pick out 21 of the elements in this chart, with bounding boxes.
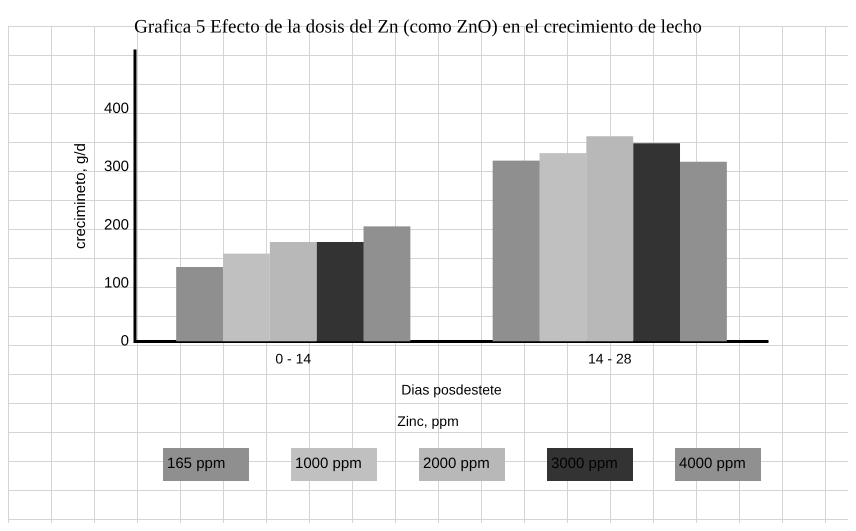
bar xyxy=(364,226,410,342)
y-tick-label: 200 xyxy=(104,216,130,234)
bar xyxy=(492,160,540,342)
bar xyxy=(633,143,680,342)
text: 4000 ppm xyxy=(679,455,746,472)
y-tick-label: 100 xyxy=(104,274,130,292)
y-axis-title: crecimineto, g/d xyxy=(72,143,90,250)
y-tick-label: 0 xyxy=(120,332,130,350)
legend-title: Zinc, ppm xyxy=(396,413,460,429)
chart-title: Grafica 5 Efecto de la dosis del Zn (como ZnO) en el crecimiento de lecho xyxy=(134,16,702,38)
y-tick-label: 300 xyxy=(104,158,130,176)
bar xyxy=(176,267,224,342)
y-tick-label: 400 xyxy=(104,100,130,118)
x-tick-label: 14 - 28 xyxy=(588,350,632,367)
x-axis-title: Dias posdestete xyxy=(401,381,502,398)
bar xyxy=(680,162,727,342)
text: 1000 ppm xyxy=(295,455,362,472)
x-tick-label: 0 - 14 xyxy=(275,350,312,367)
bar xyxy=(316,242,364,342)
text: 165 ppm xyxy=(167,455,226,472)
text: 2000 ppm xyxy=(423,455,490,472)
